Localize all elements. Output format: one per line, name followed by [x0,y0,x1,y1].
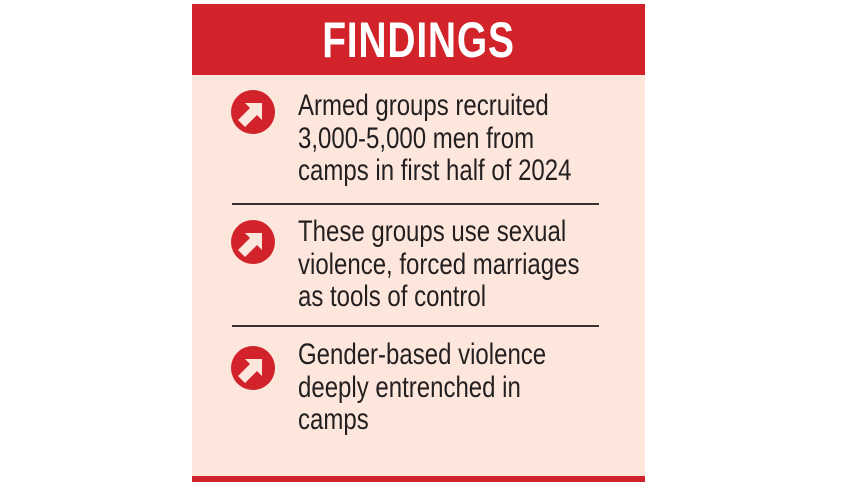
divider [232,203,599,205]
bottom-bar [192,476,645,482]
arrow-up-right-circle-icon [231,346,275,390]
finding-text: Gender-based violence deeply entrenched … [298,338,547,437]
header-bar: FINDINGS [192,4,645,75]
finding-line: camps in first half of 2024 [298,154,572,187]
findings-panel: FINDINGS Armed groups recruited 3,000-5,… [192,4,645,482]
finding-text: Armed groups recruited 3,000-5,000 men f… [298,89,572,188]
arrow-up-right-circle-icon [231,220,275,264]
panel-title: FINDINGS [322,12,515,68]
finding-line: as tools of control [298,280,487,313]
finding-line: camps [298,403,369,436]
finding-line: deeply entrenched in [298,370,521,404]
finding-line: violence, forced marriages [298,247,580,281]
finding-line: 3,000-5,000 men from [298,121,535,155]
finding-line: These groups use sexual [298,215,567,248]
finding-line: Armed groups recruited [298,89,549,122]
finding-line: Gender-based violence [298,338,547,371]
finding-text: These groups use sexual violence, forced… [298,215,580,314]
arrow-up-right-circle-icon [231,90,275,134]
divider [232,325,599,327]
